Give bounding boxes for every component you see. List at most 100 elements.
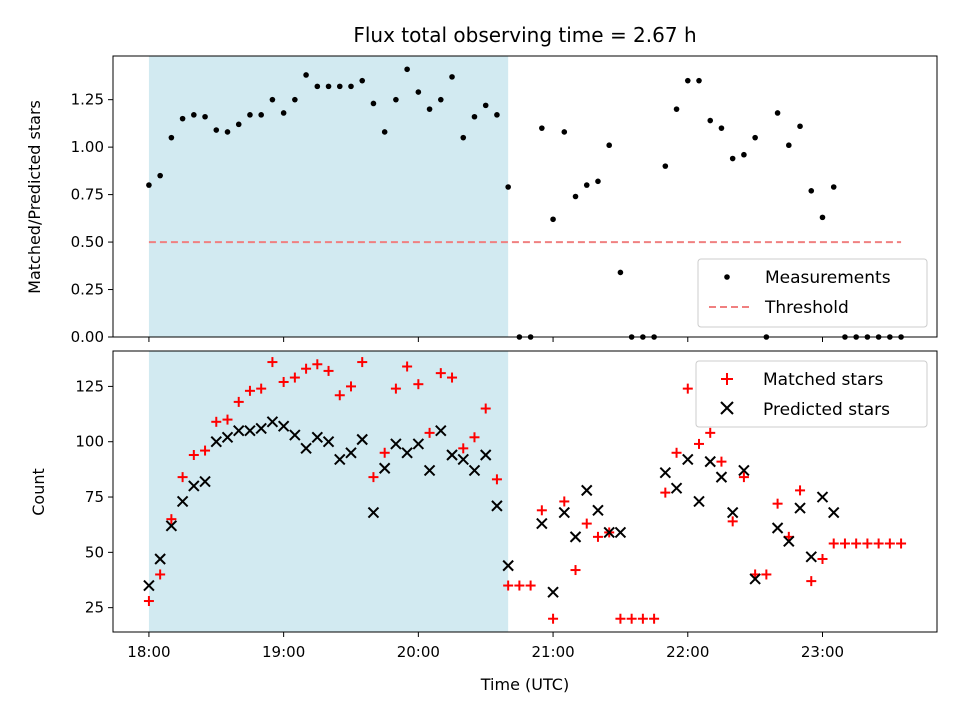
- measurement-point: [729, 155, 736, 162]
- measurement-point: [707, 117, 714, 124]
- measurement-point: [550, 216, 556, 223]
- measurement-point: [426, 106, 433, 112]
- predicted-star-point: [188, 480, 200, 492]
- measurement-point: [325, 83, 332, 90]
- matched-star-point: [200, 445, 211, 456]
- matched-star-point: [334, 390, 345, 401]
- matched-star-point: [143, 596, 154, 607]
- matched-stars-points: [143, 357, 907, 624]
- measurement-point: [617, 269, 624, 276]
- matched-star-point: [896, 538, 907, 549]
- predicted-star-point: [266, 416, 279, 428]
- matched-star-point: [536, 505, 547, 516]
- matched-star-point: [435, 368, 446, 379]
- predicted-star-point: [210, 436, 222, 448]
- predicted-star-point: [749, 573, 761, 585]
- observing-window-shade: [148, 351, 509, 632]
- y-tick-label: 100: [75, 433, 104, 451]
- matched-star-point: [323, 365, 334, 376]
- measurement-point: [684, 77, 691, 84]
- chart-title: Flux total observing time = 2.67 h: [353, 23, 696, 47]
- predicted-star-point: [536, 517, 548, 530]
- y-tick-label: 125: [75, 377, 104, 395]
- predicted-star-point: [805, 551, 817, 563]
- matched-star-point: [525, 580, 536, 591]
- matched-star-point: [244, 385, 255, 396]
- matched-star-point: [705, 427, 716, 438]
- predicted-star-point: [300, 442, 312, 455]
- measurement-point: [336, 83, 343, 90]
- predicted-star-point: [199, 475, 211, 488]
- measurement-point: [280, 110, 287, 116]
- matched-star-point: [357, 357, 368, 368]
- matched-star-point: [570, 565, 581, 576]
- matched-star-point: [716, 456, 727, 467]
- measurement-point: [606, 142, 612, 149]
- matched-star-point: [233, 396, 244, 407]
- x-tick-label: 21:00: [531, 643, 574, 661]
- y-tick-label: 1.00: [71, 138, 104, 156]
- matched-star-point: [424, 427, 435, 438]
- predicted-star-point: [726, 506, 739, 519]
- predicted-star-point: [356, 433, 368, 446]
- matched-star-point: [694, 438, 705, 449]
- matched-star-point: [828, 538, 839, 549]
- y-tick-label: 75: [85, 488, 104, 506]
- matched-star-point: [301, 363, 312, 374]
- legend-matched-marker: [721, 373, 733, 385]
- matched-star-point: [682, 383, 693, 394]
- matched-star-point: [256, 383, 267, 394]
- bottom-observing-window: [148, 351, 509, 632]
- predicted-star-point: [378, 462, 391, 474]
- predicted-star-point: [738, 464, 750, 477]
- measurement-point: [561, 129, 568, 135]
- matched-star-point: [806, 576, 817, 587]
- top-y-axis-label: Matched/Predicted stars: [25, 100, 44, 294]
- measurement-point: [404, 66, 410, 73]
- measurement-point: [808, 188, 815, 194]
- predicted-star-point: [547, 586, 559, 598]
- measurement-point: [359, 77, 366, 84]
- matched-star-point: [188, 449, 199, 460]
- predicted-star-point: [783, 535, 795, 547]
- measurement-point: [774, 110, 781, 116]
- matched-star-point: [278, 376, 289, 387]
- bottom-y-axis-label: Count: [29, 468, 48, 516]
- bottom-legend: Matched stars Predicted stars: [695, 360, 928, 428]
- measurement-point: [235, 121, 242, 128]
- predicted-star-point: [176, 495, 189, 508]
- matched-star-point: [817, 553, 828, 564]
- matched-star-point: [345, 381, 356, 392]
- matched-star-point: [738, 472, 749, 483]
- matched-star-point: [379, 447, 390, 458]
- bottom-axes-frame: [112, 350, 938, 633]
- y-tick-label: 0.00: [71, 328, 104, 346]
- measurement-point: [213, 127, 220, 133]
- measurement-point: [505, 184, 511, 190]
- predicted-star-point: [569, 531, 582, 543]
- legend-matched-label: Matched stars: [763, 370, 883, 390]
- predicted-star-point: [401, 447, 413, 459]
- measurement-point: [673, 106, 680, 112]
- top-y-ticks: 0.00 0.25 0.50 0.75 1.00 1.25: [71, 91, 113, 346]
- matched-star-point: [177, 472, 188, 483]
- matched-star-point: [839, 538, 850, 549]
- predicted-star-point: [322, 436, 335, 448]
- x-tick-label: 23:00: [801, 643, 844, 661]
- matched-star-point: [761, 569, 772, 580]
- measurement-point: [786, 142, 792, 149]
- measurement-point: [348, 83, 354, 90]
- predicted-star-point: [233, 424, 245, 437]
- measurement-point: [247, 112, 253, 118]
- matched-star-point: [402, 361, 413, 372]
- measurement-point: [292, 96, 298, 103]
- measurement-points: [146, 66, 904, 340]
- predicted-star-point: [423, 464, 436, 477]
- matched-star-point: [166, 514, 177, 525]
- predicted-star-point: [592, 504, 604, 517]
- top-x-ticks: [148, 337, 823, 342]
- predicted-star-point: [558, 506, 570, 519]
- predicted-star-point: [771, 522, 784, 534]
- matched-star-point: [368, 472, 379, 483]
